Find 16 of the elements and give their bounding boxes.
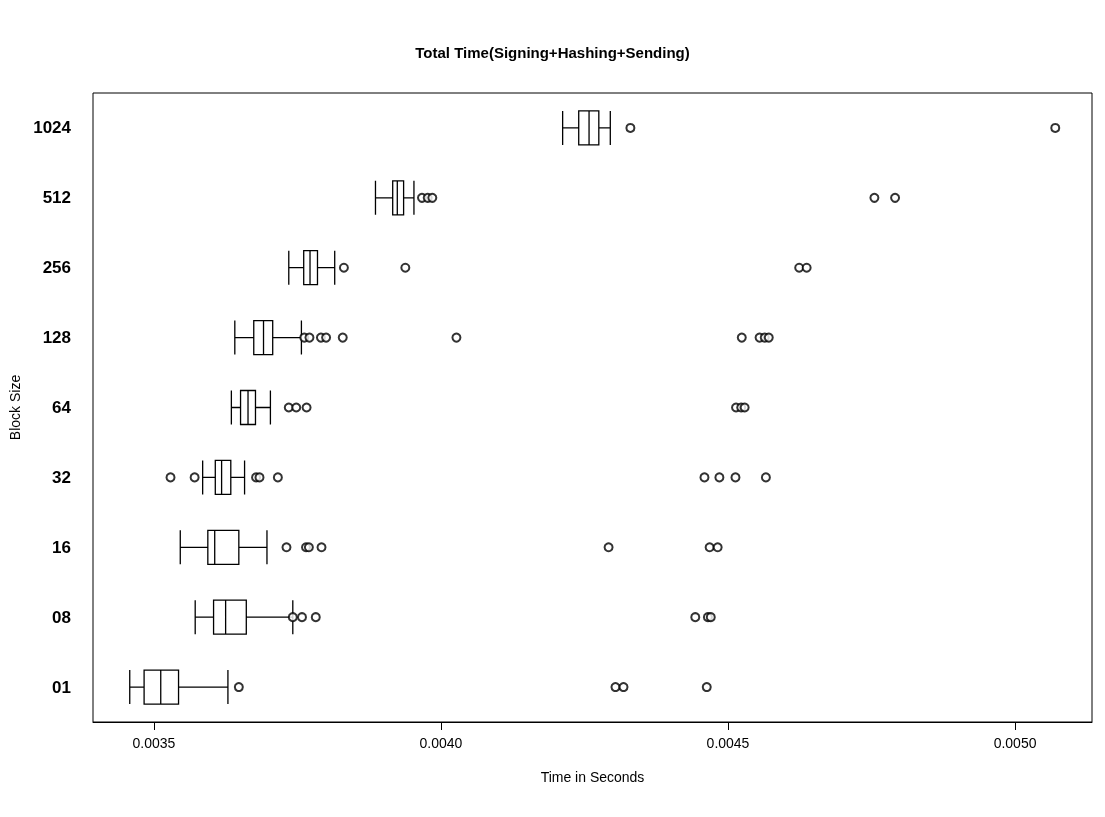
- y-tick-label: 64: [52, 398, 72, 417]
- x-tick-label: 0.0045: [706, 735, 750, 751]
- y-tick-label: 512: [42, 188, 71, 208]
- y-tick-label: 256: [42, 258, 71, 278]
- chart-title: Total Time(Signing+Hashing+Sending): [415, 44, 690, 61]
- x-tick-label: 0.0040: [419, 735, 463, 751]
- y-tick-label: 1024: [33, 118, 72, 138]
- y-tick-label: 16: [52, 537, 71, 557]
- y-tick-label: 01: [52, 677, 71, 697]
- x-tick-label: 0.0050: [993, 735, 1037, 751]
- y-tick-label: 32: [52, 467, 71, 487]
- x-tick-label: 0.0035: [132, 735, 176, 751]
- y-tick-label: 128: [42, 328, 71, 348]
- x-axis-title: Time in Seconds: [540, 769, 645, 785]
- y-axis-title: Block Size: [7, 374, 24, 441]
- y-tick-label: 08: [52, 607, 71, 627]
